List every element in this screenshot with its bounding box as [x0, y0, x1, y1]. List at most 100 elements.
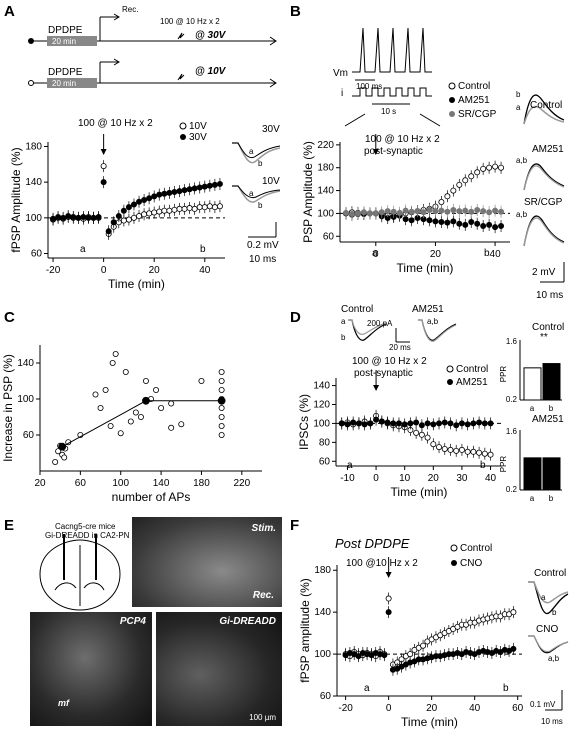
- data-point-srcgp: [402, 207, 409, 214]
- data-point-mean: [217, 396, 226, 405]
- data-point-10v: [166, 207, 173, 214]
- marker-d-a: a: [347, 460, 353, 471]
- x-tick-label: 0: [101, 265, 107, 276]
- x-tick-label: 40: [485, 473, 497, 484]
- mean-line: [61, 400, 222, 448]
- data-point-am251: [498, 222, 505, 229]
- ppr-sig: **: [540, 332, 548, 343]
- data-point-30v: [196, 184, 203, 191]
- stim-arrowhead: [100, 149, 107, 155]
- stim-sub-b: post-synaptic: [364, 146, 423, 157]
- trace-a-30v: 30V: [262, 124, 280, 135]
- ppr-tick-top: 1.6: [506, 337, 518, 346]
- scale-f-mv: 0.1 mV: [530, 700, 556, 709]
- trace-a-b2: b: [258, 201, 263, 210]
- data-point-30v: [136, 198, 143, 205]
- data-point-cells: [55, 448, 62, 455]
- data-point-srcgp: [456, 208, 463, 215]
- legend-a-10v: 10V: [189, 121, 207, 132]
- data-point-srcgp: [372, 210, 379, 217]
- data-point-control: [424, 434, 431, 441]
- data-point-am251: [338, 420, 345, 427]
- data-point-am251: [350, 419, 357, 426]
- x-axis-label: Time (min): [397, 261, 454, 275]
- data-point-cells: [117, 430, 124, 437]
- data-point-cells: [168, 424, 175, 431]
- data-point-control: [486, 164, 493, 171]
- ppr-bar-a: [523, 367, 542, 401]
- data-point-control: [476, 449, 483, 456]
- data-point-10v: [211, 204, 218, 211]
- data-point-30v: [141, 196, 148, 203]
- y-axis-label: fPSP amplitude (%): [298, 578, 312, 683]
- data-point-am251: [426, 217, 433, 224]
- data-point-cells: [97, 404, 104, 411]
- legend-b-srcgp: SR/CGP: [458, 109, 497, 120]
- data-point-30v: [156, 191, 163, 198]
- marker-b-b: b: [484, 248, 490, 259]
- x-tick-label: 20: [426, 703, 438, 714]
- trace-a-b1: b: [258, 159, 263, 168]
- stim-label-a: 100 @ 10 Hz x 2: [78, 118, 153, 129]
- y-axis-label: PSP Amplitude (%): [301, 141, 315, 243]
- marker-a-b: b: [200, 244, 206, 255]
- data-point-am251: [402, 216, 409, 223]
- brain-schematic: [39, 534, 121, 611]
- data-point-10v: [141, 211, 148, 218]
- ppr-tick-top: 1.6: [506, 427, 518, 436]
- data-point-am251: [468, 218, 475, 225]
- data-point-mean: [58, 442, 67, 451]
- x-tick-label: 0: [373, 249, 379, 260]
- x-tick-label: 20: [149, 265, 161, 276]
- ppr-bar-b: [542, 457, 561, 491]
- data-point-30v: [80, 213, 87, 220]
- ppr-x-label: b: [549, 494, 554, 503]
- data-point-srcgp: [384, 208, 391, 215]
- slice-photo: Stim. Rec.: [132, 517, 282, 607]
- data-point-control: [462, 177, 469, 184]
- photo-scalebar-label: 100 µm: [249, 713, 276, 722]
- data-point-srcgp: [414, 208, 421, 215]
- data-point-control: [430, 441, 437, 448]
- data-point-am251: [384, 419, 391, 426]
- data-point-cells: [92, 391, 99, 398]
- data-point-control: [498, 164, 505, 171]
- x-tick-label: -20: [46, 265, 61, 276]
- scale-a-mv: 0.2 mV: [247, 240, 279, 251]
- data-point-30v: [120, 207, 127, 214]
- x-tick-label: 10: [399, 473, 411, 484]
- x-tick-label: 20: [34, 478, 46, 489]
- trace-d-ab: a,b: [427, 317, 439, 326]
- trace-b-b: b: [516, 90, 521, 99]
- ppr-y-label: PPR: [499, 366, 508, 383]
- trace-d-b: b: [341, 333, 346, 342]
- data-point-30v: [211, 181, 218, 188]
- b-i-label: i: [341, 88, 343, 99]
- schem-line1: Cacng5-cre mice: [55, 522, 116, 531]
- ppr-bar-b: [542, 363, 561, 401]
- data-point-30v: [75, 214, 82, 221]
- data-point-srcgp: [462, 207, 469, 214]
- chart-b-legend: Control AM251 SR/CGP: [448, 81, 497, 120]
- data-point-10v: [156, 208, 163, 215]
- rec-label-a: Rec.: [122, 5, 138, 14]
- trace-a-10v: 10V: [262, 176, 280, 187]
- data-point-am251: [378, 418, 385, 425]
- y-tick-label: 60: [320, 691, 332, 702]
- data-point-srcgp: [378, 209, 385, 216]
- data-point-am251: [444, 219, 451, 226]
- y-axis-label: Increase in PSP (%): [1, 354, 15, 462]
- vm-trace-b: [344, 27, 441, 127]
- trace-d-a: a: [341, 317, 346, 326]
- data-point-30v: [151, 193, 158, 200]
- data-point-10v: [125, 216, 132, 223]
- data-point-control: [474, 169, 481, 176]
- trace-b-a: a: [516, 103, 521, 112]
- data-point-30v: [206, 182, 213, 189]
- data-point-cells: [218, 422, 225, 429]
- legend-d-am251: AM251: [456, 377, 488, 388]
- scale-b-ms: 10 ms: [536, 290, 563, 301]
- data-point-30v: [65, 213, 72, 220]
- data-point-am251: [367, 420, 374, 427]
